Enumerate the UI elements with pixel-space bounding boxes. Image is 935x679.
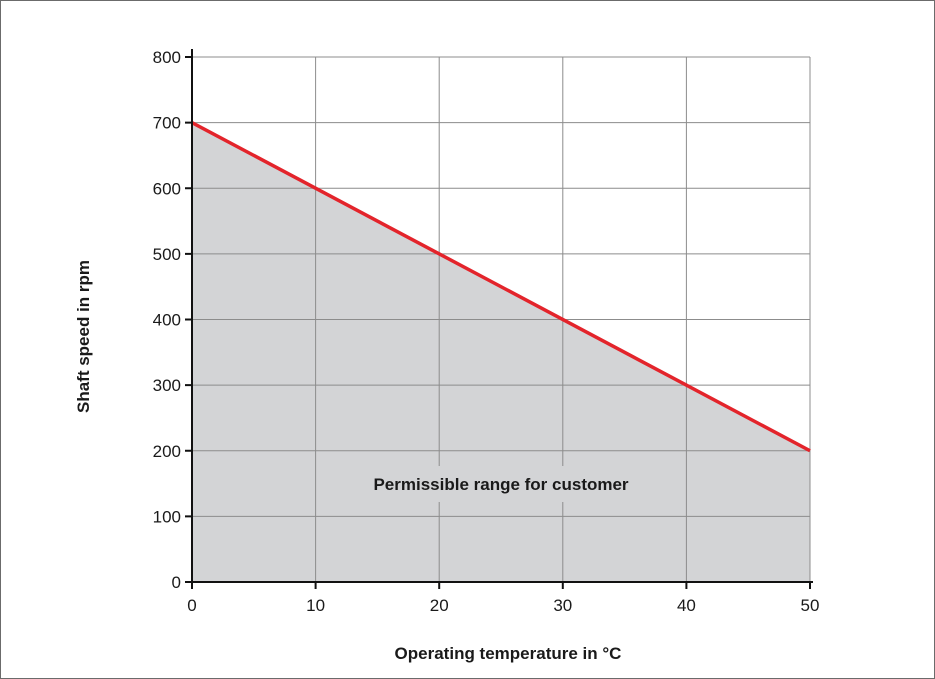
x-tick-label: 0: [187, 596, 196, 615]
y-tick-label: 400: [153, 311, 181, 330]
y-tick-label: 200: [153, 442, 181, 461]
y-tick-label: 300: [153, 376, 181, 395]
annotation-background: [342, 466, 660, 502]
y-tick-label: 700: [153, 114, 181, 133]
series-layer: [191, 121, 811, 453]
axis-layer: [191, 49, 813, 583]
permissible-area: [192, 122, 810, 582]
x-tick-label: 30: [553, 596, 572, 615]
x-tick-label: 50: [801, 596, 820, 615]
y-tick-label: 800: [153, 48, 181, 67]
x-tick-label: 20: [430, 596, 449, 615]
y-tick-label: 100: [153, 507, 181, 526]
fill-layer: [192, 122, 810, 582]
grid-layer: [192, 56, 811, 582]
y-axis-title: Shaft speed in rpm: [74, 260, 93, 413]
y-tick-label: 0: [172, 573, 181, 592]
y-tick-label: 500: [153, 245, 181, 264]
annotation-label: Permissible range for customer: [373, 475, 628, 494]
x-tick-label: 10: [306, 596, 325, 615]
series-line: [191, 121, 811, 453]
x-axis-title: Operating temperature in °C: [395, 644, 622, 663]
x-tick-label: 40: [677, 596, 696, 615]
y-tick-label: 600: [153, 179, 181, 198]
annotation-layer: Permissible range for customer: [342, 466, 660, 502]
